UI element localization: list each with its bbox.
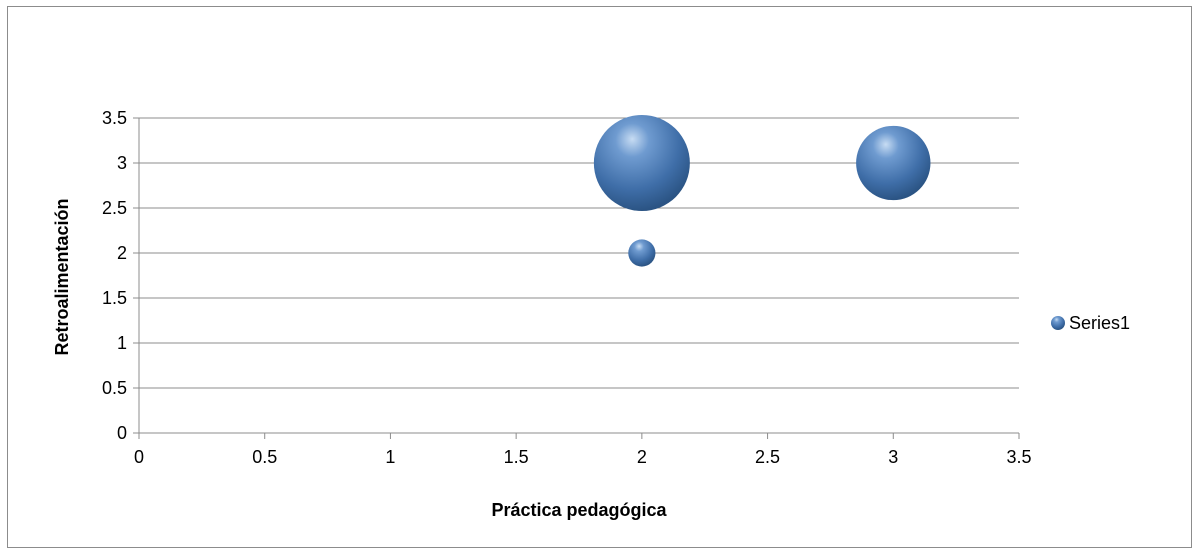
x-tick-label: 3.5 [1006, 447, 1031, 467]
y-tick-label: 2 [117, 243, 127, 263]
legend-marker [1051, 316, 1065, 330]
bubble-point [593, 115, 690, 211]
y-tick-label: 3 [117, 153, 127, 173]
y-tick-label: 0 [117, 423, 127, 443]
y-axis-title: Retroalimentación [52, 198, 72, 355]
x-tick-label: 2.5 [755, 447, 780, 467]
x-tick-label: 1 [385, 447, 395, 467]
legend: Series1 [1051, 313, 1130, 333]
chart-frame [7, 6, 1192, 548]
y-tick-labels: 0 0.5 1 1.5 2 2.5 3 3.5 [102, 108, 127, 443]
x-tick-labels: 0 0.5 1 1.5 2 2.5 3 3.5 [134, 447, 1032, 467]
legend-label: Series1 [1069, 313, 1130, 333]
bubble-point [856, 125, 931, 201]
x-tick-label: 0 [134, 447, 144, 467]
y-tick-label: 1.5 [102, 288, 127, 308]
x-axis-title: Práctica pedagógica [491, 500, 667, 520]
y-tick-label: 0.5 [102, 378, 127, 398]
x-tick-label: 0.5 [252, 447, 277, 467]
x-tick-label: 3 [888, 447, 898, 467]
y-tick-label: 1 [117, 333, 127, 353]
bubble-series [593, 115, 931, 267]
y-tick-label: 3.5 [102, 108, 127, 128]
x-tick-label: 2 [637, 447, 647, 467]
bubble-point [628, 239, 656, 267]
x-tick-label: 1.5 [504, 447, 529, 467]
y-tick-label: 2.5 [102, 198, 127, 218]
axes [133, 117, 1020, 439]
